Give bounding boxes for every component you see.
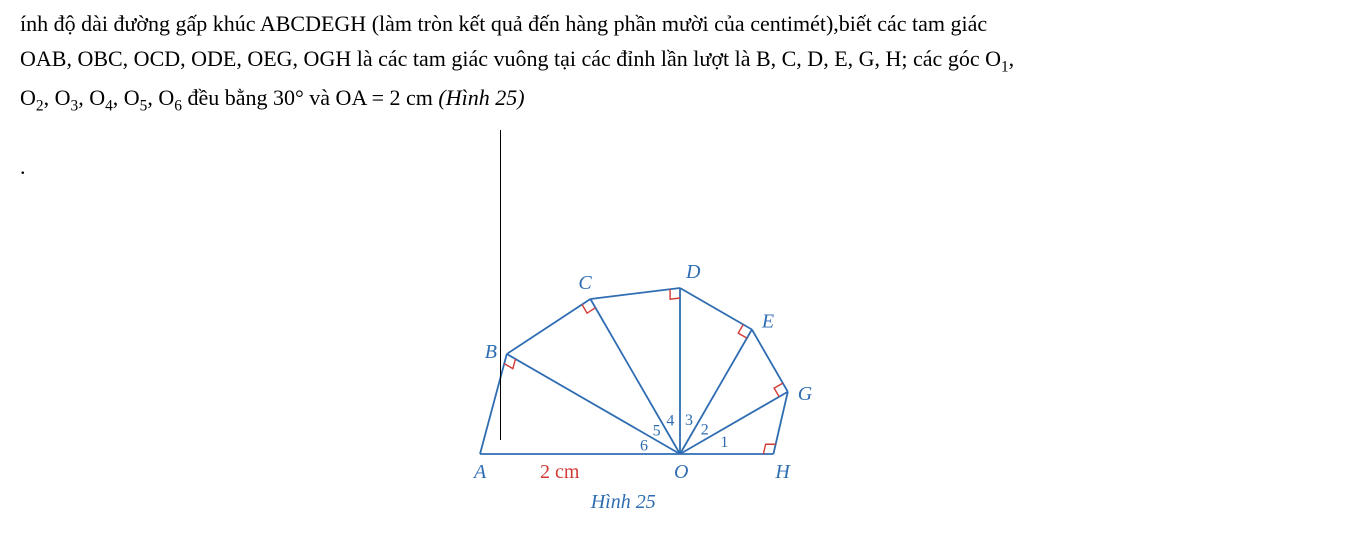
problem-line2a: OAB, OBC, OCD, ODE, OEG, OGH là các tam … [20,46,1001,71]
svg-text:Hình 25: Hình 25 [590,491,656,513]
svg-text:5: 5 [653,423,661,440]
svg-text:3: 3 [685,413,693,430]
problem-line3b: , O [44,85,71,110]
problem-line1: ính độ dài đường gấp khúc ABCDEGH (làm t… [20,11,987,36]
problem-line3a: O [20,85,36,110]
problem-line2b: , [1009,46,1015,71]
sub-O2: 2 [36,98,44,115]
figure-25: A B C D E G H O 123456 2 cm Hình 25 [460,244,960,534]
svg-text:A: A [472,461,487,483]
sub-O1: 1 [1001,59,1009,76]
svg-text:2: 2 [701,422,709,439]
svg-text:O: O [674,461,688,483]
svg-text:E: E [761,311,774,333]
svg-text:B: B [485,341,497,363]
problem-line3e: , O [147,85,174,110]
svg-text:6: 6 [640,438,648,455]
svg-text:H: H [774,461,791,483]
svg-text:C: C [578,272,592,294]
problem-line3d: , O [113,85,140,110]
svg-text:D: D [685,261,701,283]
sub-O4: 4 [105,98,113,115]
svg-text:4: 4 [666,413,674,430]
svg-text:2 cm: 2 cm [540,461,580,483]
problem-line3c: , O [78,85,105,110]
sub-O6: 6 [174,98,182,115]
problem-hint: (Hình 25) [438,85,524,110]
svg-text:1: 1 [720,435,728,452]
problem-line3end: đều bằng 30° và OA = 2 cm [182,85,438,110]
svg-text:G: G [798,383,813,405]
vertical-rule [500,130,501,440]
